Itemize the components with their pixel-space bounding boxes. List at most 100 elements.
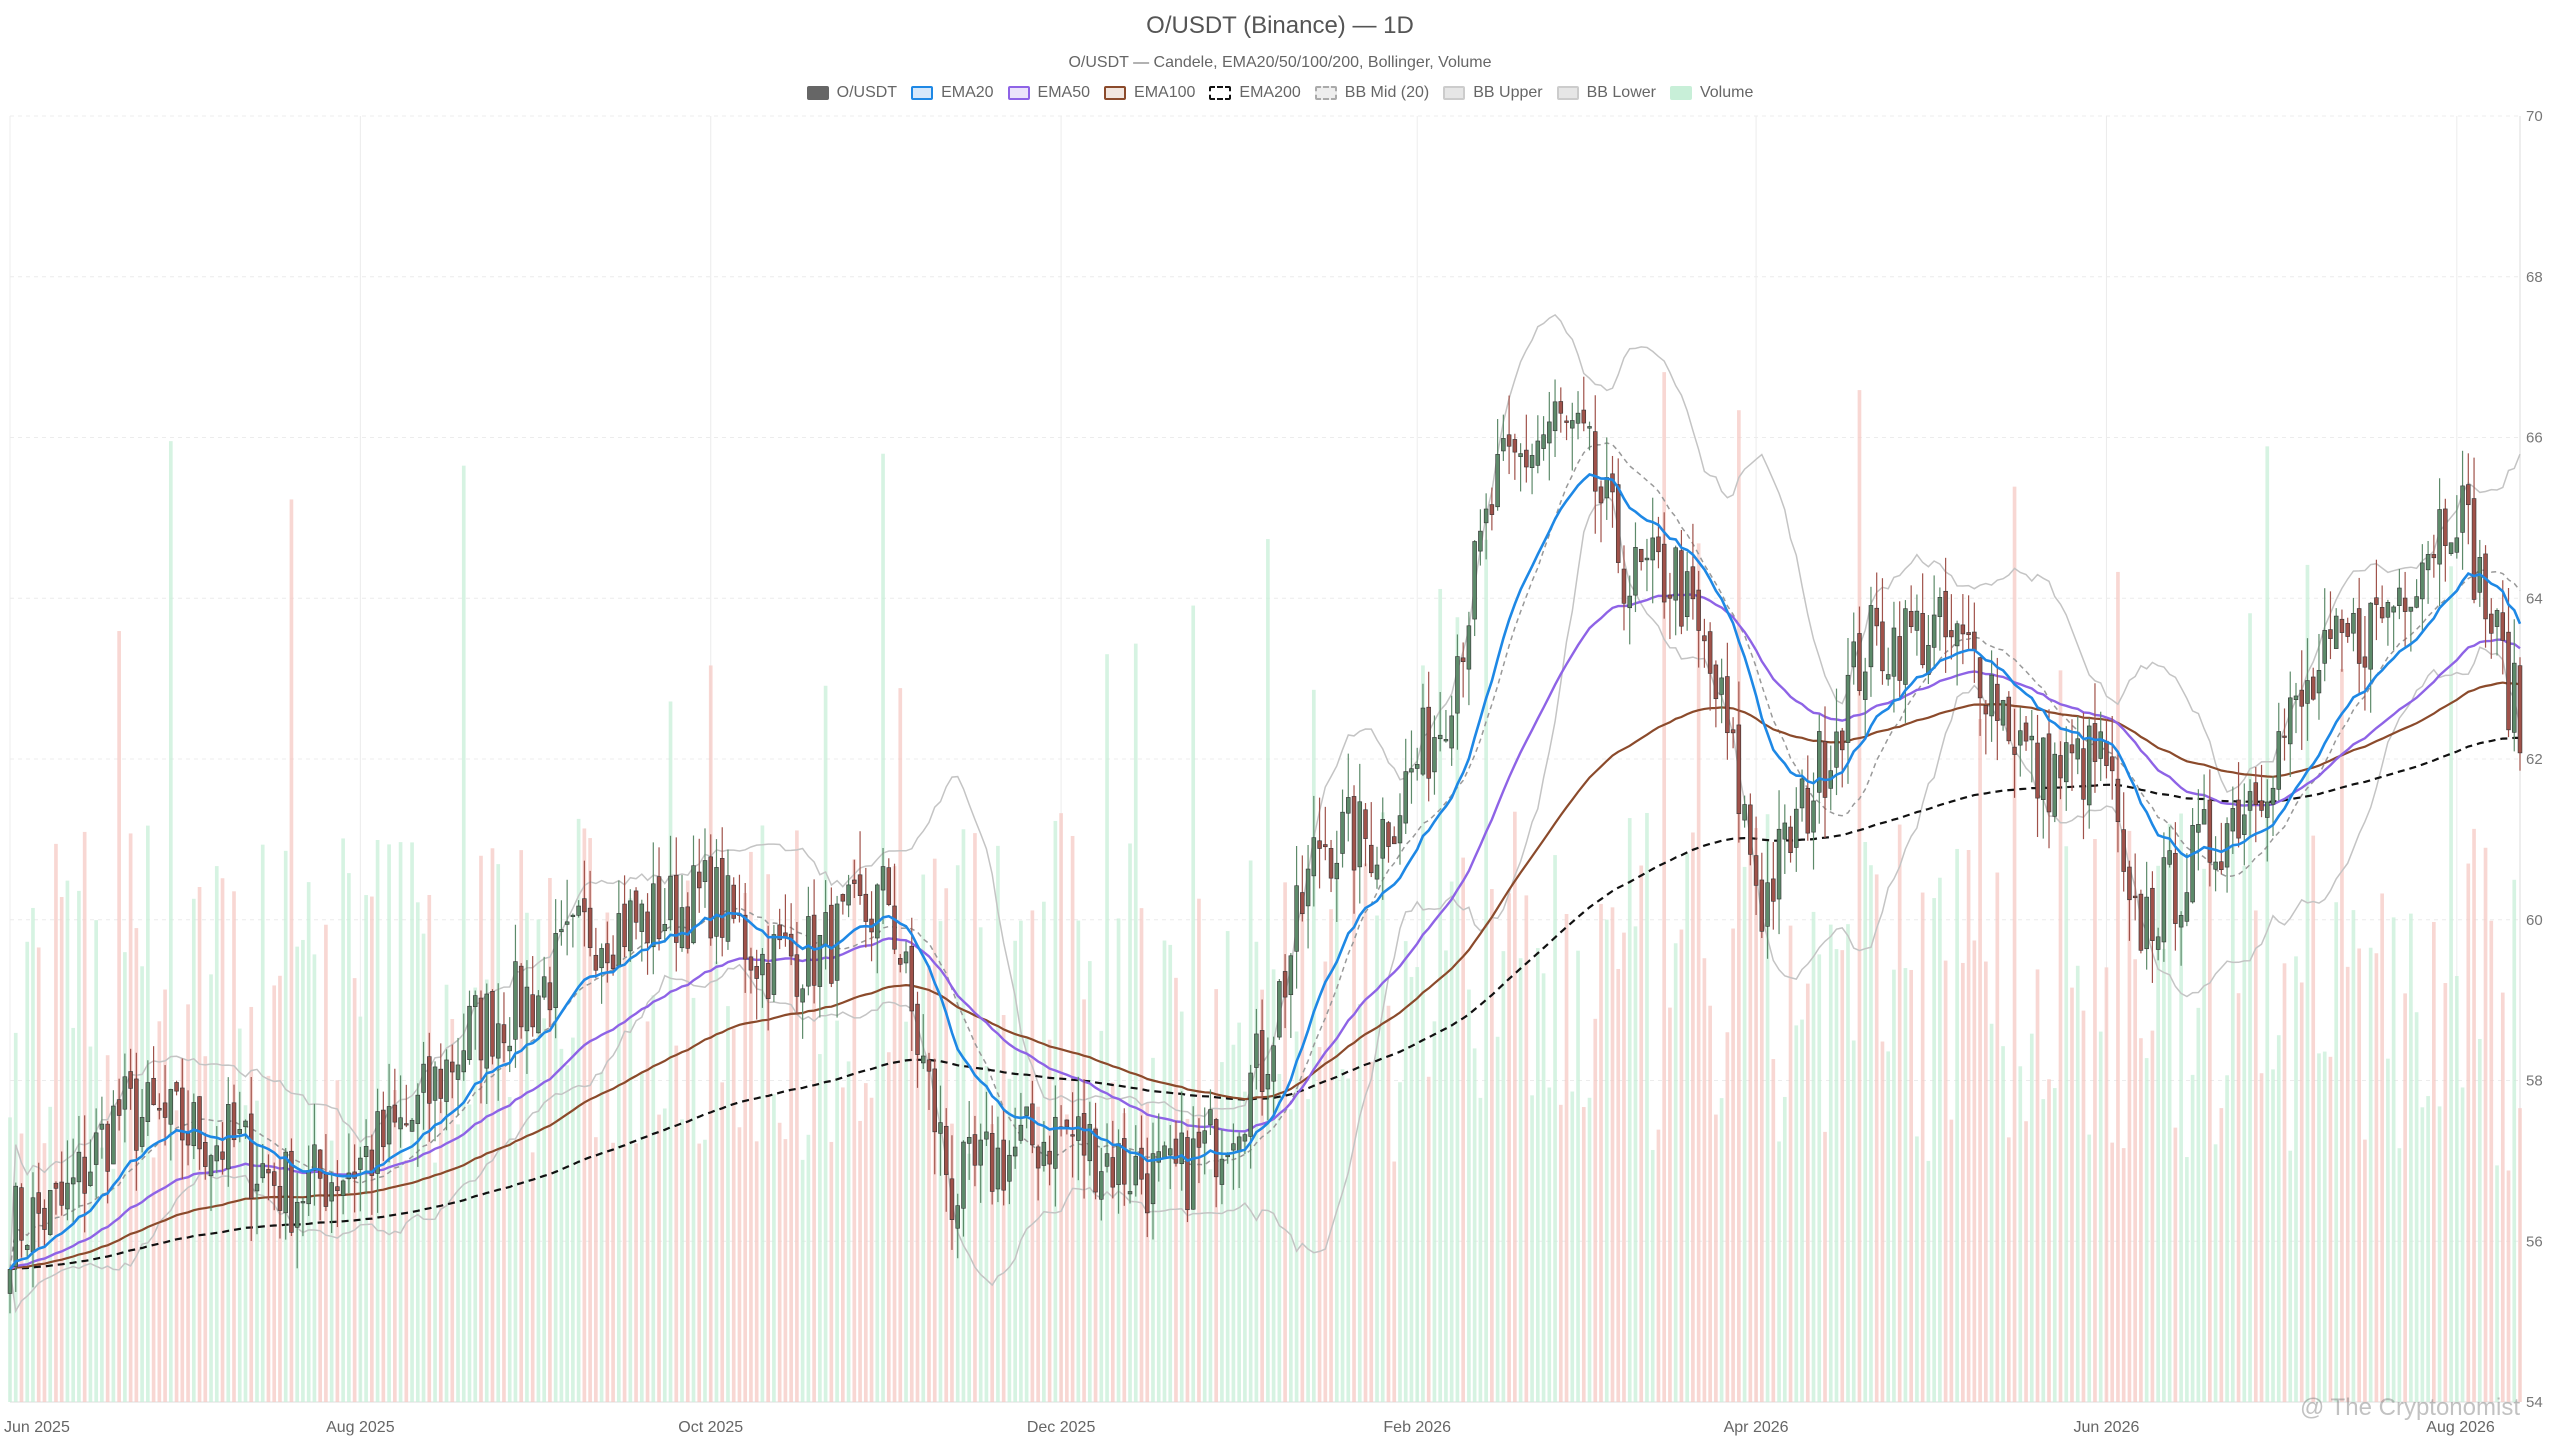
candle-body [903, 951, 909, 964]
candle-body [1093, 1128, 1098, 1193]
candle-body [1857, 633, 1862, 691]
volume-bar [553, 971, 558, 1402]
volume-bar [1105, 654, 1109, 1402]
volume-bar [2317, 1053, 2321, 1402]
volume-bar [2133, 959, 2138, 1402]
volume-bar [1237, 1022, 1241, 1402]
candle-body [691, 865, 696, 944]
legend-item[interactable]: O/USDT [806, 84, 897, 102]
candle-body [1839, 730, 1845, 751]
candle-body [1656, 536, 1661, 553]
legend-item[interactable]: BB Lower [1556, 84, 1656, 102]
candle-body [415, 1094, 421, 1124]
candle-body [1506, 434, 1512, 447]
volume-bar [2368, 947, 2373, 1402]
candle-body [381, 1109, 386, 1148]
x-tick-label: Aug 2025 [326, 1419, 395, 1436]
volume-bar [1375, 915, 1379, 1402]
candle-body [2132, 895, 2138, 899]
volume-bar [1639, 865, 1644, 1402]
candle-body [1575, 412, 1581, 424]
candle-body [1380, 819, 1385, 859]
candle-body [1719, 677, 1724, 695]
candle-body [2063, 742, 2069, 783]
volume-bar [168, 441, 173, 1402]
volume-bar [1662, 372, 1667, 1402]
candle-body [2471, 498, 2477, 600]
volume-bar [1432, 1021, 1437, 1402]
legend-label: EMA100 [1134, 84, 1196, 101]
volume-bar [783, 1139, 788, 1402]
legend-item[interactable]: EMA100 [1104, 84, 1195, 102]
volume-bar [881, 453, 885, 1403]
candle-body [1822, 740, 1828, 798]
volume-bar [737, 1127, 742, 1402]
candle-body [1937, 597, 1943, 617]
candle-body [444, 1059, 449, 1102]
candle-body [2316, 670, 2322, 694]
volume-bar [892, 866, 897, 1402]
candle-body [2115, 778, 2121, 823]
volume-bar [2437, 1106, 2442, 1402]
candle-body [1903, 608, 1908, 685]
y-tick-label: 68 [2526, 269, 2543, 286]
legend-item[interactable]: EMA200 [1209, 84, 1301, 102]
candle-body [1455, 656, 1460, 714]
volume-bar [1346, 1078, 1351, 1402]
legend-item[interactable]: BB Upper [1443, 84, 1543, 102]
volume-bar [1484, 539, 1488, 1402]
volume-bar [1369, 1061, 1374, 1402]
volume-bar [1087, 961, 1092, 1402]
candle-body [1012, 1146, 1018, 1157]
legend-swatch [1007, 86, 1030, 100]
candle-body [24, 1245, 30, 1250]
candle-body [1346, 797, 1351, 814]
volume-bar [1903, 968, 1908, 1402]
candle-body [880, 866, 886, 891]
volume-bar [2006, 1137, 2011, 1402]
volume-bar [1938, 877, 1942, 1402]
legend-item[interactable]: BB Mid (20) [1314, 84, 1430, 102]
volume-bar [1535, 948, 1540, 1402]
candle-body [1432, 737, 1437, 773]
candle-body [599, 948, 604, 969]
volume-bar [1570, 1091, 1575, 1402]
volume-bar [1800, 1019, 1804, 1402]
volume-bar [2259, 1073, 2264, 1402]
volume-bar [2116, 571, 2120, 1402]
candle-body [949, 1178, 955, 1220]
volume-bar [536, 919, 541, 1402]
volume-bar [2127, 830, 2132, 1402]
legend-item[interactable]: EMA20 [911, 84, 994, 102]
candle-body [1736, 724, 1742, 815]
candle-body [1707, 631, 1713, 674]
candle-body [2454, 537, 2460, 553]
candle-body [455, 1064, 461, 1080]
volume-bar [628, 898, 633, 1402]
candle-body [547, 982, 553, 1011]
candle-body [2069, 744, 2075, 754]
legend-item[interactable]: Volume [1669, 84, 1753, 102]
volume-bar [2202, 868, 2206, 1402]
candle-body [1351, 796, 1357, 871]
candle-body [1265, 1074, 1271, 1090]
volume-bar [2190, 1074, 2195, 1402]
candle-body [432, 1066, 438, 1101]
volume-bar [237, 1028, 242, 1402]
candle-body [467, 1005, 472, 1060]
volume-bar [1065, 1114, 1069, 1402]
legend-item[interactable]: EMA50 [1007, 84, 1090, 102]
volume-bar [1616, 968, 1621, 1402]
candle-body [1954, 623, 1960, 647]
candle-body [2374, 597, 2379, 605]
volume-bar [2098, 1031, 2103, 1402]
legend-swatch [1443, 86, 1466, 100]
volume-bar [1742, 866, 1747, 1402]
volume-bar [1541, 973, 1546, 1402]
candle-body [1598, 486, 1604, 504]
legend-label: BB Mid (20) [1344, 84, 1430, 101]
candle-body [438, 1068, 444, 1099]
volume-bar [984, 1065, 989, 1402]
volume-bar [599, 1071, 604, 1402]
candle-body [846, 884, 851, 906]
